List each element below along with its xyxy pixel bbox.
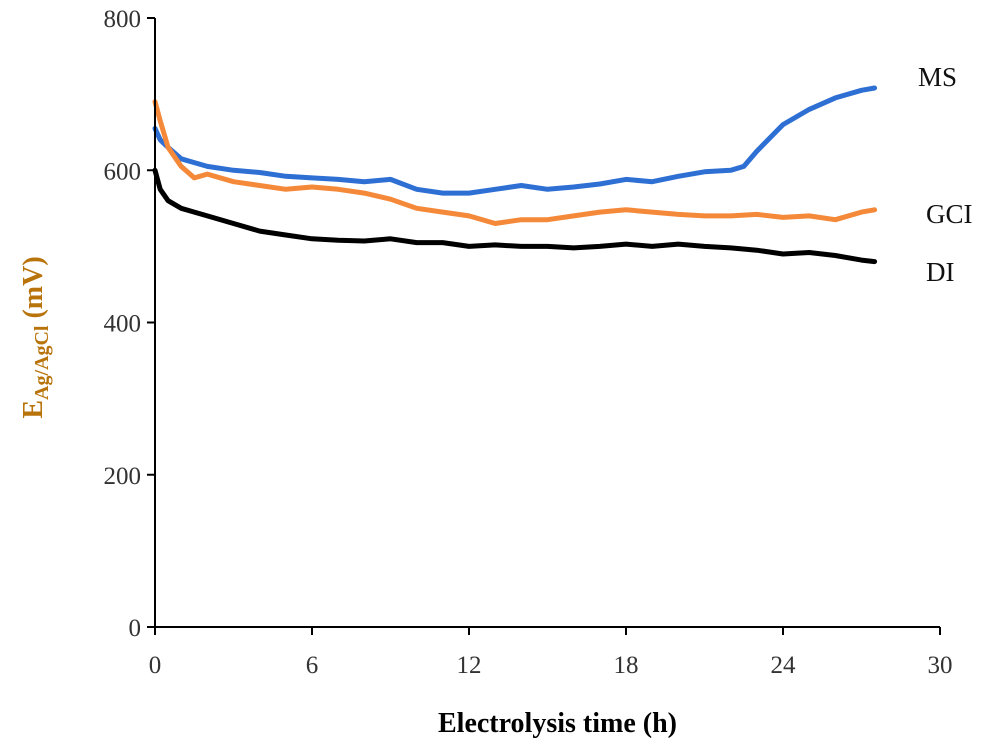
series-line-di [152,167,878,265]
y-axis-title: EAg/AgCl (mV) [18,256,53,418]
x-tick-label: 24 [771,652,797,679]
series-label-gci: GCI [926,199,973,229]
x-tick-label: 6 [306,652,319,679]
series-label-di: DI [926,257,955,287]
ticks-group: 0 200 400 600 800 0 6 12 18 24 30 [104,6,953,679]
series-line-gci [152,99,878,226]
y-axis-title-main: E [18,400,49,419]
x-axis-title: Electrolysis time (h) [438,708,677,739]
series-labels-group: MS GCI DI [918,62,973,287]
y-tick-label: 400 [104,311,142,338]
x-tick-label: 18 [614,652,639,679]
plot-series-group [152,85,878,265]
y-axis-title-unit: (mV) [18,256,49,325]
y-tick-label: 600 [104,158,142,185]
y-tick-label: 0 [129,615,142,642]
x-tick-label: 12 [457,652,482,679]
x-tick-label: 30 [928,652,953,679]
y-axis-title-subscript: Ag/AgCl [31,325,53,400]
x-tick-label: 0 [149,652,162,679]
y-tick-label: 800 [104,6,142,33]
series-label-ms: MS [918,62,957,92]
axes-group [154,18,940,628]
y-tick-label: 200 [104,463,142,490]
series-line-ms [152,85,878,196]
